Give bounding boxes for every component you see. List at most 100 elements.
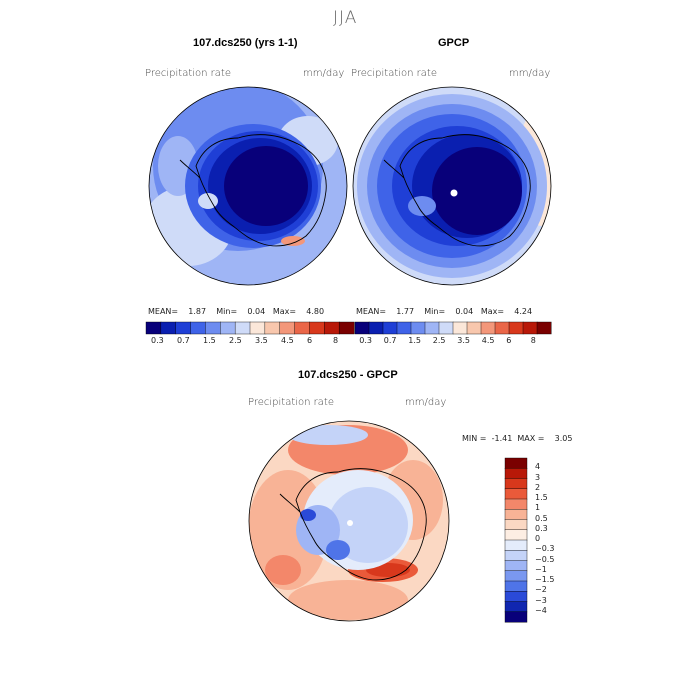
colorbar-tick-label: 8 [333, 336, 339, 345]
colorbar-swatch [279, 321, 296, 335]
diff-min-value: -1.41 [491, 434, 513, 443]
panel2-min-label: Min= [424, 307, 446, 316]
colorbar-swatch [220, 321, 236, 335]
panel1-variable-label: Precipitation rate [145, 68, 231, 79]
panel1-max-value: 4.80 [306, 307, 325, 316]
diff-colorbar-swatch [504, 580, 528, 592]
colorbar-tick-label: 6 [307, 336, 313, 345]
diff-colorbar-swatch [504, 478, 528, 490]
diff-colorbar-swatch [504, 457, 528, 469]
colorbar-tick-label: 0.7 [383, 336, 397, 345]
model-precip-map [148, 86, 348, 286]
panel1-mean-label: MEAN= [148, 307, 179, 316]
diff-colorbar-tick-label: 0.3 [535, 523, 548, 533]
colorbar-swatch [234, 321, 251, 335]
colorbar-tick-label: 3.5 [457, 336, 470, 345]
colorbar-swatch [205, 321, 221, 335]
colorbar-swatch [294, 321, 310, 335]
panel1-min-value: 0.04 [247, 307, 266, 316]
colorbar-swatch [480, 321, 496, 335]
season-title: JJA [333, 8, 358, 28]
panel2-mean-value: 1.77 [396, 307, 415, 316]
diff-max-value: 3.05 [554, 434, 573, 443]
colorbar-swatch [368, 321, 384, 335]
colorbar-tick-label: 8 [530, 336, 536, 345]
diff-colorbar-swatch [504, 560, 528, 572]
colorbar-swatch [190, 321, 206, 335]
diff-colorbar-swatch [504, 519, 528, 531]
colorbar-swatch [508, 321, 524, 335]
diff-colorbar-tick-label: −1.5 [535, 575, 555, 584]
colorbar-tick-label: 2.5 [432, 336, 446, 345]
panel1-min-label: Min= [216, 307, 238, 316]
diff-colorbar-swatch [504, 570, 528, 582]
diff-colorbar-tick-label: −0.5 [535, 554, 555, 564]
gpcp-precip-map [352, 86, 552, 286]
diff-units-label: mm/day [405, 397, 447, 408]
colorbar-tick-label: 0.3 [359, 336, 372, 345]
colorbar-tick-label: 0.3 [151, 336, 164, 345]
diff-colorbar-tick-label: 0.5 [535, 513, 548, 523]
colorbar-tick-label: 3.5 [255, 336, 268, 345]
colorbar-swatch [494, 321, 510, 335]
panel2-max-label: Max= [480, 307, 505, 316]
panel2-stats: MEAN= 1.77 Min= 0.04 Max= 4.24 [356, 307, 532, 316]
diff-colorbar [504, 457, 528, 623]
colorbar-swatch [452, 321, 468, 335]
colorbar-tick-label: 1.5 [408, 336, 421, 345]
diff-colorbar-tick-label: 1.5 [535, 493, 548, 502]
panel1-mean-value: 1.87 [188, 307, 207, 316]
colorbar-swatch [466, 321, 482, 335]
panel1-max-label: Max= [272, 307, 297, 316]
diff-max-label: MAX = [517, 434, 545, 443]
colorbar-swatch [396, 321, 412, 335]
colorbar-swatch [410, 321, 426, 335]
panel2-title: GPCP [438, 37, 470, 49]
diff-colorbar-tick-label: 2 [535, 482, 541, 492]
diff-colorbar-tick-label: −2 [535, 585, 547, 595]
diff-colorbar-swatch [504, 498, 528, 510]
colorbar-tick-label: 2.5 [229, 336, 242, 345]
diff-colorbar-tick-label: 0 [535, 534, 541, 543]
panel2-units-label: mm/day [509, 68, 551, 79]
colorbar-swatch [338, 321, 355, 335]
diff-colorbar-swatch [504, 550, 528, 562]
colorbar-tick-label: 4.5 [281, 336, 294, 345]
colorbar-tick-label: 6 [506, 336, 512, 345]
diff-colorbar-tick-label: −4 [535, 605, 547, 615]
colorbar-swatch [354, 321, 370, 335]
colorbar-swatch [160, 321, 177, 335]
diff-colorbar-tick-label: −0.3 [535, 544, 555, 554]
panel2-colorbar [354, 321, 552, 335]
panel1-units-label: mm/day [303, 68, 345, 79]
diff-colorbar-tick-label: −3 [535, 595, 547, 605]
colorbar-swatch [249, 321, 266, 335]
panel2-mean-label: MEAN= [356, 307, 387, 316]
colorbar-swatch [424, 321, 440, 335]
colorbar-swatch [264, 321, 281, 335]
diff-colorbar-tick-label: 4 [535, 462, 541, 472]
colorbar-swatch [175, 321, 192, 335]
panel2-min-value: 0.04 [455, 307, 474, 316]
colorbar-tick-label: 0.7 [177, 336, 190, 345]
colorbar-swatch [324, 321, 340, 335]
panel2-variable-label: Precipitation rate [351, 68, 437, 79]
colorbar-tick-label: 1.5 [203, 336, 216, 345]
colorbar-swatch [382, 321, 398, 335]
colorbar-swatch [145, 321, 162, 335]
diff-colorbar-tick-label: −1 [535, 564, 547, 574]
panel1-stats: MEAN= 1.87 Min= 0.04 Max= 4.80 [148, 307, 324, 316]
diff-colorbar-swatch [504, 611, 528, 623]
diff-colorbar-swatch [504, 468, 528, 480]
diff-colorbar-swatch [504, 488, 528, 500]
colorbar-swatch [522, 321, 538, 335]
colorbar-tick-label: 4.5 [481, 336, 495, 345]
diff-colorbar-tick-label: 3 [535, 472, 541, 482]
diff-variable-label: Precipitation rate [248, 397, 334, 408]
colorbar-swatch [438, 321, 454, 335]
diff-colorbar-swatch [504, 591, 528, 603]
panel2-max-value: 4.24 [514, 307, 533, 316]
colorbar-swatch [536, 321, 552, 335]
diff-colorbar-swatch [504, 509, 528, 521]
diff-colorbar-swatch [504, 539, 528, 551]
